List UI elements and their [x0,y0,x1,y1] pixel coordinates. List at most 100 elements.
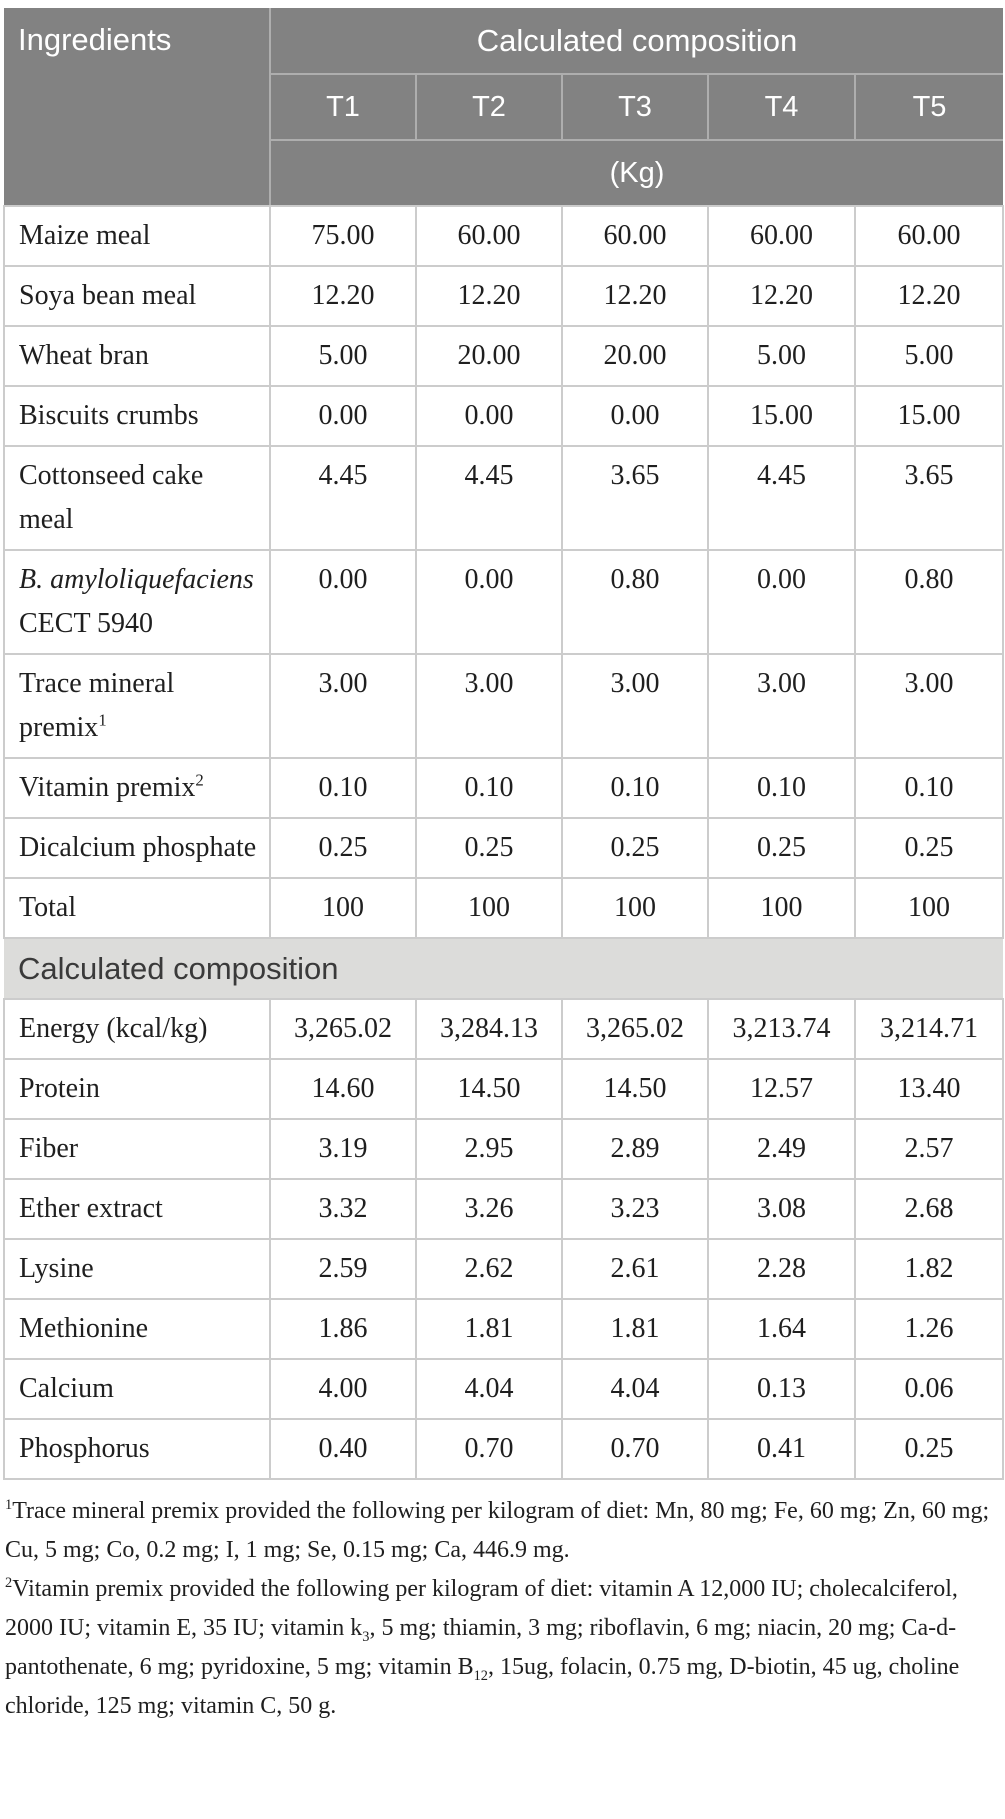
ingredient-value-t3: 3.65 [561,445,709,551]
composition-value-t5: 2.57 [854,1118,1004,1180]
composition-value-t5: 0.25 [854,1418,1004,1480]
ingredient-value-t4: 0.10 [707,757,856,819]
composition-value-t3: 3.23 [561,1178,709,1240]
ingredients-body: Maize meal 75.00 60.00 60.00 60.00 60.00 Soya … [3,205,1004,939]
ingredient-value-t1: 100 [269,877,417,939]
ingredient-value-t5: 15.00 [854,385,1004,447]
composition-label: Calcium [3,1358,271,1420]
composition-value-t2: 3.26 [415,1178,563,1240]
composition-value-t3: 0.70 [561,1418,709,1480]
ingredients-column-header: Ingredients [4,8,271,207]
ingredient-value-t2: 60.00 [415,205,563,267]
composition-value-t3: 2.61 [561,1238,709,1300]
composition-row: Calcium 4.00 4.04 4.04 0.13 0.06 [3,1358,1004,1420]
composition-value-t4: 3,213.74 [707,998,856,1060]
composition-value-t5: 1.26 [854,1298,1004,1360]
ingredient-value-t3: 0.10 [561,757,709,819]
ingredient-value-t2: 4.45 [415,445,563,551]
ingredient-value-t5: 3.65 [854,445,1004,551]
ingredient-row: B. amyloliquefaciens CECT 5940 0.00 0.00 0.… [3,549,1004,655]
composition-value-t3: 3,265.02 [561,998,709,1060]
composition-value-t3: 2.89 [561,1118,709,1180]
treatment-header-t4: T4 [707,73,856,141]
ingredient-value-t5: 100 [854,877,1004,939]
ingredient-value-t4: 12.20 [707,265,856,327]
ingredient-label: Dicalcium phosphate [3,817,271,879]
section-header-row: Calculated composition [4,937,1003,1000]
composition-value-t1: 1.86 [269,1298,417,1360]
ingredient-label: Biscuits crumbs [3,385,271,447]
composition-value-t3: 14.50 [561,1058,709,1120]
footnote-1: 1Trace mineral premix provided the follo… [5,1497,990,1563]
composition-value-t4: 0.41 [707,1418,856,1480]
ingredient-value-t3: 3.00 [561,653,709,759]
header-group-row: Ingredients Calculated composition [4,8,1003,207]
ingredient-value-t4: 0.00 [707,549,856,655]
ingredient-row: Maize meal 75.00 60.00 60.00 60.00 60.00 [3,205,1004,267]
ingredient-row: Total 100 100 100 100 100 [3,877,1004,939]
ingredient-value-t3: 100 [561,877,709,939]
section-header-label: Calculated composition [4,937,1003,1000]
composition-value-t4: 2.49 [707,1118,856,1180]
treatment-header-t5: T5 [854,73,1003,141]
ingredient-label: Trace mineral premix1 [3,653,271,759]
ingredient-value-t1: 0.10 [269,757,417,819]
composition-value-t2: 3,284.13 [415,998,563,1060]
ingredient-label: B. amyloliquefaciens CECT 5940 [3,549,271,655]
page: Ingredients Calculated composition T1 T2 T… [3,8,1004,1719]
ingredient-value-t4: 4.45 [707,445,856,551]
ingredient-label: Cottonseed cake meal [3,445,271,551]
ingredient-value-t5: 0.10 [854,757,1004,819]
composition-row: Ether extract 3.32 3.26 3.23 3.08 2.68 [3,1178,1004,1240]
composition-label: Ether extract [3,1178,271,1240]
ingredient-row: Trace mineral premix1 3.00 3.00 3.00 3.00 3.0… [3,653,1004,759]
composition-label: Fiber [3,1118,271,1180]
unit-header: (Kg) [269,139,1003,207]
composition-value-t2: 1.81 [415,1298,563,1360]
composition-row: Phosphorus 0.40 0.70 0.70 0.41 0.25 [3,1418,1004,1480]
ingredient-value-t2: 0.00 [415,549,563,655]
ingredient-value-t5: 60.00 [854,205,1004,267]
composition-row: Fiber 3.19 2.95 2.89 2.49 2.57 [3,1118,1004,1180]
ingredient-label: Wheat bran [3,325,271,387]
composition-value-t5: 2.68 [854,1178,1004,1240]
ingredient-value-t5: 0.80 [854,549,1004,655]
ingredient-value-t1: 0.00 [269,549,417,655]
ingredient-value-t2: 100 [415,877,563,939]
calculated-composition-group-header: Calculated composition [269,8,1003,75]
composition-value-t3: 4.04 [561,1358,709,1420]
composition-value-t2: 2.95 [415,1118,563,1180]
ingredient-value-t1: 0.00 [269,385,417,447]
ingredient-value-t3: 12.20 [561,265,709,327]
ingredient-value-t3: 60.00 [561,205,709,267]
treatment-header-t2: T2 [415,73,563,141]
ingredient-value-t4: 15.00 [707,385,856,447]
ingredient-value-t4: 3.00 [707,653,856,759]
ingredient-row: Vitamin premix2 0.10 0.10 0.10 0.10 0.10 [3,757,1004,819]
ingredient-value-t1: 0.25 [269,817,417,879]
composition-label: Energy (kcal/kg) [3,998,271,1060]
composition-value-t1: 2.59 [269,1238,417,1300]
unit-header-row: (Kg) [4,139,1003,207]
composition-value-t5: 13.40 [854,1058,1004,1120]
ingredient-value-t2: 20.00 [415,325,563,387]
composition-value-t1: 3.32 [269,1178,417,1240]
ingredient-value-t3: 20.00 [561,325,709,387]
ingredient-value-t1: 12.20 [269,265,417,327]
composition-value-t2: 0.70 [415,1418,563,1480]
composition-label: Methionine [3,1298,271,1360]
composition-table: Ingredients Calculated composition T1 T2 T… [3,8,1004,1480]
composition-value-t5: 0.06 [854,1358,1004,1420]
ingredient-value-t5: 5.00 [854,325,1004,387]
composition-value-t1: 0.40 [269,1418,417,1480]
composition-value-t4: 2.28 [707,1238,856,1300]
composition-label: Lysine [3,1238,271,1300]
ingredient-row: Biscuits crumbs 0.00 0.00 0.00 15.00 15.00 [3,385,1004,447]
composition-value-t5: 3,214.71 [854,998,1004,1060]
ingredient-value-t4: 100 [707,877,856,939]
ingredient-row: Soya bean meal 12.20 12.20 12.20 12.20 12.20 [3,265,1004,327]
composition-value-t4: 1.64 [707,1298,856,1360]
ingredient-label: Maize meal [3,205,271,267]
composition-row: Lysine 2.59 2.62 2.61 2.28 1.82 [3,1238,1004,1300]
treatment-header-t1: T1 [269,73,417,141]
